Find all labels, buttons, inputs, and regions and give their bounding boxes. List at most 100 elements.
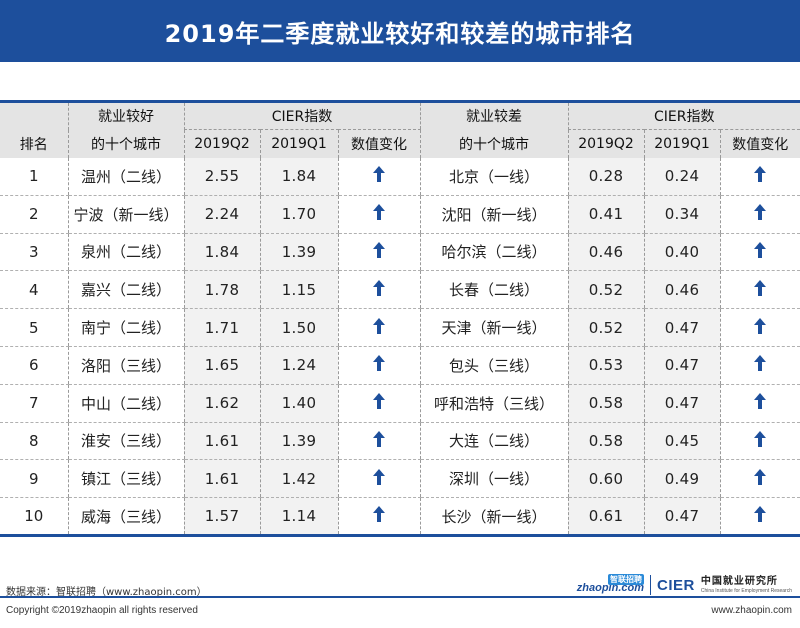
cell-bad-city: 呼和浩特（三线） [419, 384, 568, 423]
table-header: 就业较好 CIER指数 就业较差 CIER指数 排名 的十个城市 2019Q2 … [0, 100, 800, 158]
site-url: www.zhaopin.com [711, 605, 792, 616]
cell-bad-q2: 0.52 [567, 270, 644, 310]
zhaopin-logo: 智联招聘 zhaopin.com [577, 574, 644, 594]
cier-logo-text: 中国就业研究所 China Institute for Employment R… [700, 575, 792, 594]
cell-good-q2: 1.61 [183, 422, 260, 461]
cell-good-city: 温州（二线） [67, 157, 184, 196]
cell-rank: 10 [0, 497, 68, 537]
cell-bad-city: 沈阳（新一线） [419, 195, 568, 234]
header-bad-q1: 2019Q1 [643, 129, 720, 158]
cell-good-change [337, 346, 420, 385]
cell-bad-change [719, 384, 800, 423]
cell-rank: 9 [0, 459, 68, 499]
cell-bad-change [719, 422, 800, 461]
cell-good-city: 镇江（三线） [67, 459, 184, 499]
cell-bad-q2: 0.58 [567, 422, 644, 461]
cell-good-change [337, 384, 420, 423]
cell-good-city: 洛阳（三线） [67, 346, 184, 385]
footer-divider [0, 596, 800, 598]
cell-bad-q1: 0.34 [643, 195, 720, 234]
zhaopin-logo-mark: 智联招聘 [608, 574, 644, 585]
table-row: 6 洛阳（三线） 1.65 1.24 包头（三线） 0.53 0.47 [0, 346, 800, 385]
cell-good-q1: 1.15 [259, 270, 338, 310]
cell-rank: 4 [0, 270, 68, 310]
cell-good-change [337, 497, 420, 537]
table-row: 8 淮安（三线） 1.61 1.39 大连（二线） 0.58 0.45 [0, 422, 800, 461]
cell-bad-q1: 0.49 [643, 459, 720, 499]
cell-good-change [337, 308, 420, 347]
cier-cn-name: 中国就业研究所 [700, 575, 778, 587]
cell-rank: 7 [0, 384, 68, 423]
cell-bad-city: 深圳（一线） [419, 459, 568, 499]
table-row: 2 宁波（新一线） 2.24 1.70 沈阳（新一线） 0.41 0.34 [0, 195, 800, 234]
cell-bad-q1: 0.47 [643, 346, 720, 385]
cell-bad-q1: 0.47 [643, 497, 720, 537]
header-bad-city-line2: 的十个城市 [419, 129, 568, 158]
arrow-up-icon [754, 468, 767, 485]
cell-bad-q2: 0.53 [567, 346, 644, 385]
cell-good-q1: 1.39 [259, 233, 338, 272]
cell-bad-q2: 0.46 [567, 233, 644, 272]
cell-good-q2: 1.78 [183, 270, 260, 310]
cell-bad-change [719, 195, 800, 234]
table-row: 10 威海（三线） 1.57 1.14 长沙（新一线） 0.61 0.47 [0, 497, 800, 537]
table-row: 5 南宁（二线） 1.71 1.50 天津（新一线） 0.52 0.47 [0, 308, 800, 347]
cell-bad-change [719, 459, 800, 499]
cell-bad-city: 长沙（新一线） [419, 497, 568, 537]
header-good-city-line1: 就业较好 [67, 100, 184, 130]
cell-bad-city: 包头（三线） [419, 346, 568, 385]
cell-good-change [337, 157, 420, 196]
cell-good-q2: 1.71 [183, 308, 260, 347]
header-bad-city-line1: 就业较差 [419, 100, 568, 130]
arrow-up-icon [754, 166, 767, 183]
cell-good-change [337, 233, 420, 272]
cell-bad-change [719, 157, 800, 196]
arrow-up-icon [373, 204, 385, 221]
cell-bad-q1: 0.46 [643, 270, 720, 310]
arrow-up-icon [373, 317, 385, 334]
cell-good-q2: 2.55 [183, 157, 260, 196]
table-body: 1 温州（二线） 2.55 1.84 北京（一线） 0.28 0.24 2 宁波（新一线） 2.2… [0, 157, 800, 537]
arrow-up-icon [373, 393, 385, 410]
cell-good-change [337, 195, 420, 234]
arrow-up-icon [373, 430, 385, 447]
cell-good-q2: 1.65 [183, 346, 260, 385]
cell-bad-change [719, 270, 800, 310]
arrow-up-icon [754, 241, 767, 258]
cell-rank: 2 [0, 195, 68, 234]
cell-good-q1: 1.50 [259, 308, 338, 347]
cell-good-q1: 1.24 [259, 346, 338, 385]
cell-rank: 6 [0, 346, 68, 385]
cell-good-q1: 1.70 [259, 195, 338, 234]
data-source: 数据来源：智联招聘（www.zhaopin.com） [6, 587, 207, 598]
cell-good-city: 南宁（二线） [67, 308, 184, 347]
table-row: 1 温州（二线） 2.55 1.84 北京（一线） 0.28 0.24 [0, 157, 800, 196]
cell-bad-change [719, 308, 800, 347]
ranking-table: 就业较好 CIER指数 就业较差 CIER指数 排名 的十个城市 2019Q2 … [0, 100, 800, 537]
footer-logos: 智联招聘 zhaopin.com CIER 中国就业研究所 China Inst… [577, 574, 792, 596]
header-bad-change: 数值变化 [719, 129, 800, 158]
cell-bad-q1: 0.47 [643, 308, 720, 347]
cell-rank: 3 [0, 233, 68, 272]
cell-bad-city: 天津（新一线） [419, 308, 568, 347]
arrow-up-icon [373, 355, 385, 372]
cell-good-city: 泉州（二线） [67, 233, 184, 272]
cier-en-name: China Institute for Employment Research [700, 587, 792, 594]
cell-bad-q2: 0.52 [567, 308, 644, 347]
table-row: 3 泉州（二线） 1.84 1.39 哈尔滨（二线） 0.46 0.40 [0, 233, 800, 272]
arrow-up-icon [754, 317, 767, 334]
header-good-city-line2: 的十个城市 [67, 129, 184, 158]
arrow-up-icon [373, 279, 385, 296]
cell-good-city: 嘉兴（二线） [67, 270, 184, 310]
cell-bad-q1: 0.40 [643, 233, 720, 272]
arrow-up-icon [754, 393, 767, 410]
copyright-text: Copyright ©2019zhaopin all rights reserv… [6, 605, 198, 616]
cell-bad-q2: 0.28 [567, 157, 644, 196]
cell-bad-city: 北京（一线） [419, 157, 568, 196]
arrow-up-icon [373, 241, 385, 258]
cell-good-city: 中山（二线） [67, 384, 184, 423]
title-bar: 2019年二季度就业较好和较差的城市排名 [0, 0, 800, 62]
cell-bad-q2: 0.60 [567, 459, 644, 499]
page-title: 2019年二季度就业较好和较差的城市排名 [164, 19, 636, 48]
cell-bad-change [719, 346, 800, 385]
